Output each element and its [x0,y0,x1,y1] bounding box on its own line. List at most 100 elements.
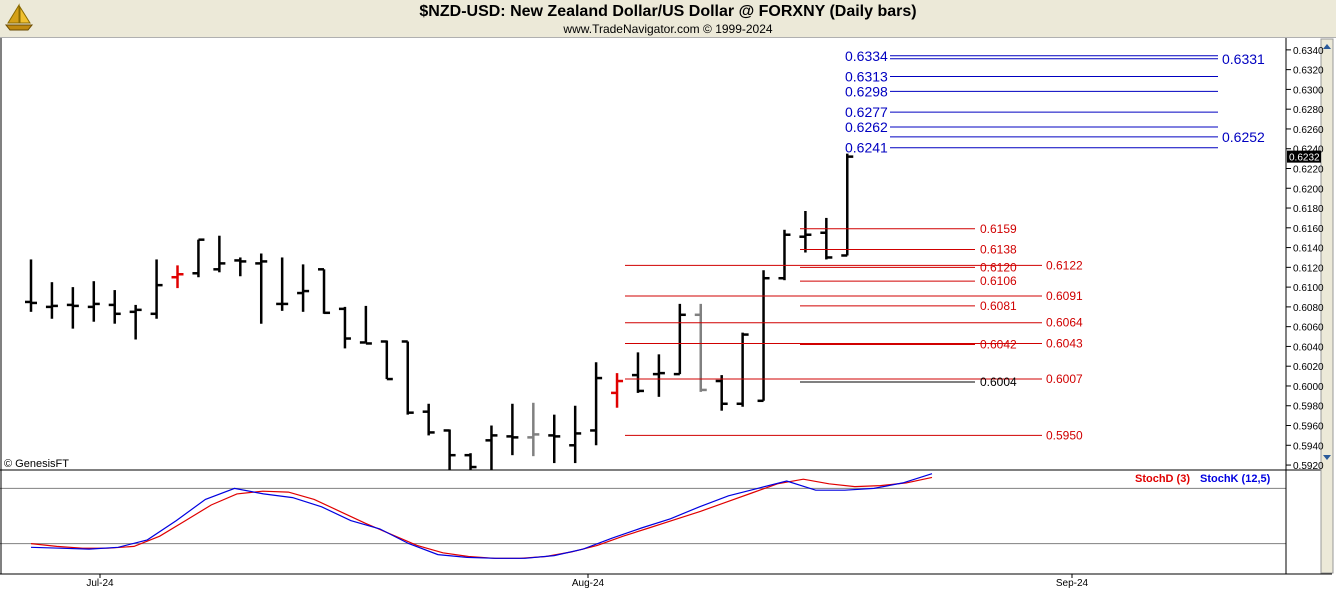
last-price-label: 0.6232 [1289,153,1320,164]
ohlc-bar [548,414,561,464]
ohlc-bar [799,210,812,253]
y-tick-label: 0.5920 [1293,461,1324,472]
ohlc-bar [338,306,351,349]
ohlc-bar [318,268,331,315]
ohlc-bar [485,425,498,470]
red-level-label: 0.6007 [1046,372,1083,386]
y-tick-label: 0.6220 [1293,164,1324,175]
black-level-label: 0.6004 [980,375,1017,389]
y-tick-label: 0.6240 [1293,145,1324,156]
ohlc-bar [129,304,142,340]
blue-level-label: 0.6313 [845,69,888,85]
ohlc-bar [150,259,163,319]
y-tick-label: 0.6040 [1293,342,1324,353]
stoch-series-line [30,476,933,559]
red-level-label: 0.6091 [1046,289,1083,303]
red-level-label: 0.6106 [980,274,1017,288]
scroll-down-icon[interactable] [1323,455,1331,460]
ohlc-bar [234,257,247,277]
ohlc-bar [611,373,624,408]
blue-level-label: 0.6241 [845,140,888,156]
y-tick-label: 0.6000 [1293,382,1324,393]
ohlc-bar [841,153,854,257]
chart-header: $NZD-USD: New Zealand Dollar/US Dollar @… [0,0,1336,38]
blue-level-label: 0.6331 [1222,51,1265,67]
ohlc-bar [757,270,770,403]
legend-stochk: StochK (12,5) [1200,473,1271,485]
ohlc-bar [87,281,100,322]
ohlc-bar [715,375,728,411]
scroll-up-icon[interactable] [1323,44,1331,49]
ohlc-bar [66,287,79,329]
ohlc-bar [464,453,477,470]
ohlc-bar [673,303,686,376]
ohlc-bar [778,229,791,281]
ohlc-bar [736,332,749,407]
blue-level-label: 0.6262 [845,119,888,135]
red-level-label: 0.6120 [980,260,1017,274]
y-tick-label: 0.6180 [1293,204,1324,215]
y-tick-label: 0.6140 [1293,244,1324,255]
vertical-scrollbar[interactable] [1320,38,1334,574]
ohlc-bar [25,259,37,312]
red-level-label: 0.6122 [1046,258,1083,272]
y-tick-label: 0.5980 [1293,402,1324,413]
ohlc-bar [192,238,205,278]
x-tick-label: Jul-24 [86,578,114,589]
y-tick-label: 0.6080 [1293,303,1324,314]
y-tick-label: 0.5940 [1293,441,1324,452]
y-tick-label: 0.6300 [1293,85,1324,96]
y-tick-label: 0.6020 [1293,362,1324,373]
legend-stochd: StochD (3) [1135,473,1190,485]
red-level-label: 0.6138 [980,243,1017,257]
stoch-series-line [30,473,933,559]
ohlc-bar [108,290,121,324]
ohlc-bar [652,354,665,397]
chart-subtitle: www.TradeNavigator.com © 1999-2024 [563,22,773,36]
x-tick-label: Aug-24 [572,578,605,589]
ohlc-bar [527,402,540,457]
copyright-label: © GenesisFT [4,458,69,470]
ohlc-bar [422,403,435,436]
ohlc-bar [45,282,58,319]
ohlc-bar [380,340,393,381]
blue-level-label: 0.6298 [845,83,888,99]
ohlc-bar [590,362,603,446]
y-tick-label: 0.6060 [1293,323,1324,334]
red-level-label: 0.6081 [980,299,1017,313]
ohlc-bar [443,429,456,470]
blue-level-label: 0.6334 [845,48,888,64]
red-level-label: 0.5950 [1046,428,1083,442]
y-tick-label: 0.6280 [1293,105,1324,116]
y-tick-label: 0.6160 [1293,224,1324,235]
red-level-label: 0.6159 [980,222,1017,236]
y-tick-label: 0.6120 [1293,263,1324,274]
ohlc-bar [506,403,519,456]
ohlc-bar [359,305,372,345]
ohlc-bar [401,340,414,415]
ohlc-bar [171,265,184,289]
red-level-label: 0.6064 [1046,316,1083,330]
x-tick-label: Sep-24 [1056,578,1089,589]
y-tick-label: 0.5960 [1293,422,1324,433]
ohlc-bar [569,405,582,464]
y-tick-label: 0.6320 [1293,66,1324,77]
ohlc-bar [297,264,310,312]
y-tick-label: 0.6100 [1293,283,1324,294]
ohlc-bar [820,217,833,260]
last-price-tag [1287,150,1321,163]
ohlc-bar [213,235,226,273]
ohlc-bar [255,253,268,324]
y-tick-label: 0.6200 [1293,184,1324,195]
ohlc-bar [694,303,707,392]
ohlc-bar [631,352,644,393]
y-tick-label: 0.6260 [1293,125,1324,136]
sailboat-logo-icon [4,3,34,38]
chart-title: $NZD-USD: New Zealand Dollar/US Dollar @… [419,3,917,20]
red-level-label: 0.6042 [980,337,1017,351]
y-tick-label: 0.6340 [1293,46,1324,57]
red-level-label: 0.6043 [1046,336,1083,350]
ohlc-bar [276,257,289,311]
